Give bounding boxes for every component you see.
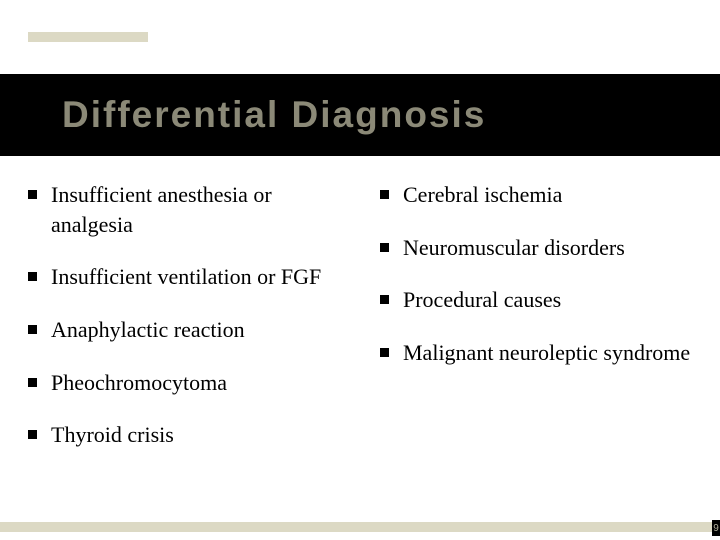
bullet-icon xyxy=(28,378,37,387)
title-band: Differential Diagnosis xyxy=(0,74,720,156)
page-number: 9 xyxy=(713,523,719,534)
accent-bar-bottom xyxy=(0,522,720,532)
bullet-text: Procedural causes xyxy=(403,285,692,315)
slide-title: Differential Diagnosis xyxy=(62,94,486,136)
bullet-icon xyxy=(28,325,37,334)
bullet-text: Neuromuscular disorders xyxy=(403,233,692,263)
bullet-icon xyxy=(380,348,389,357)
bullet-icon xyxy=(28,272,37,281)
list-item: Procedural causes xyxy=(380,285,692,315)
bullet-icon xyxy=(28,430,37,439)
bullet-text: Insufficient anesthesia or analgesia xyxy=(51,180,340,239)
bullet-icon xyxy=(380,190,389,199)
list-item: Malignant neuroleptic syndrome xyxy=(380,338,692,368)
bullet-text: Insufficient ventilation or FGF xyxy=(51,262,340,292)
accent-bar-top xyxy=(28,32,148,42)
bullet-text: Anaphylactic reaction xyxy=(51,315,340,345)
bullet-icon xyxy=(28,190,37,199)
page-number-tab: 9 xyxy=(712,520,720,536)
list-item: Thyroid crisis xyxy=(28,420,340,450)
bullet-text: Pheochromocytoma xyxy=(51,368,340,398)
bullet-text: Malignant neuroleptic syndrome xyxy=(403,338,692,368)
bullet-icon xyxy=(380,243,389,252)
list-item: Insufficient anesthesia or analgesia xyxy=(28,180,340,239)
bullet-text: Cerebral ischemia xyxy=(403,180,692,210)
list-item: Insufficient ventilation or FGF xyxy=(28,262,340,292)
right-column: Cerebral ischemia Neuromuscular disorder… xyxy=(360,180,692,473)
content-area: Insufficient anesthesia or analgesia Ins… xyxy=(28,180,692,473)
list-item: Anaphylactic reaction xyxy=(28,315,340,345)
left-column: Insufficient anesthesia or analgesia Ins… xyxy=(28,180,360,473)
bullet-icon xyxy=(380,295,389,304)
bullet-text: Thyroid crisis xyxy=(51,420,340,450)
list-item: Neuromuscular disorders xyxy=(380,233,692,263)
list-item: Cerebral ischemia xyxy=(380,180,692,210)
list-item: Pheochromocytoma xyxy=(28,368,340,398)
